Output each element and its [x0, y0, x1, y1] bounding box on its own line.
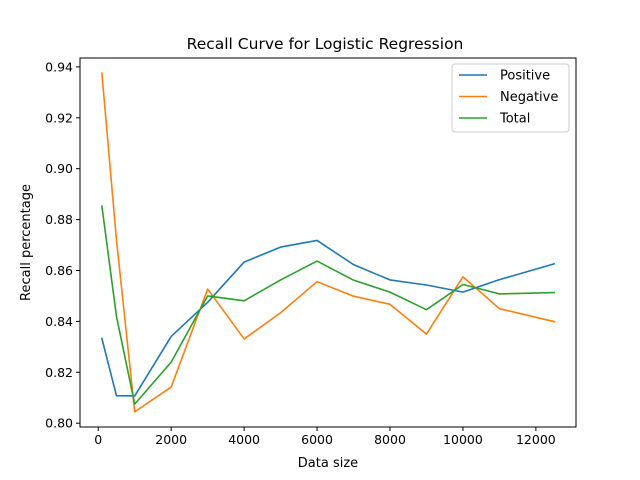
series-line-positive	[100, 239, 556, 397]
legend-box	[451, 63, 570, 133]
legend-label-positive: Positive	[500, 69, 550, 84]
x-tick-label: 10000	[443, 432, 483, 447]
y-tick-label: 0.86	[45, 263, 73, 278]
x-tick-label: 8000	[374, 432, 406, 447]
series-line-negative	[101, 72, 556, 413]
y-tick-label: 0.84	[45, 314, 73, 329]
legend-label-negative: Negative	[500, 90, 558, 105]
x-tick-label: 6000	[301, 432, 333, 447]
y-tick-label: 0.94	[45, 59, 73, 74]
legend-label-total: Total	[499, 112, 530, 127]
x-tick-label: 12000	[516, 432, 556, 447]
y-tick-label: 0.82	[45, 365, 73, 380]
x-tick-label: 2000	[155, 432, 187, 447]
x-axis-title: Data size	[298, 456, 358, 471]
y-tick-label: 0.88	[45, 212, 73, 227]
legend: Positive Negative Total	[451, 63, 570, 133]
y-axis-title: Recall percentage	[19, 184, 34, 301]
x-tick-label: 0	[94, 432, 102, 447]
x-tick-label: 4000	[228, 432, 260, 447]
chart-title: Recall Curve for Logistic Regression	[187, 35, 464, 53]
plot-frame	[79, 57, 577, 428]
y-tick-label: 0.80	[45, 416, 73, 431]
plot-area: 0 2000 4000 6000 8000 10000 12000 0.80 0.82 0.84 0…	[45, 59, 556, 447]
y-tick-label: 0.90	[45, 161, 73, 176]
y-tick-label: 0.92	[45, 110, 73, 125]
series-line-total	[100, 205, 555, 405]
